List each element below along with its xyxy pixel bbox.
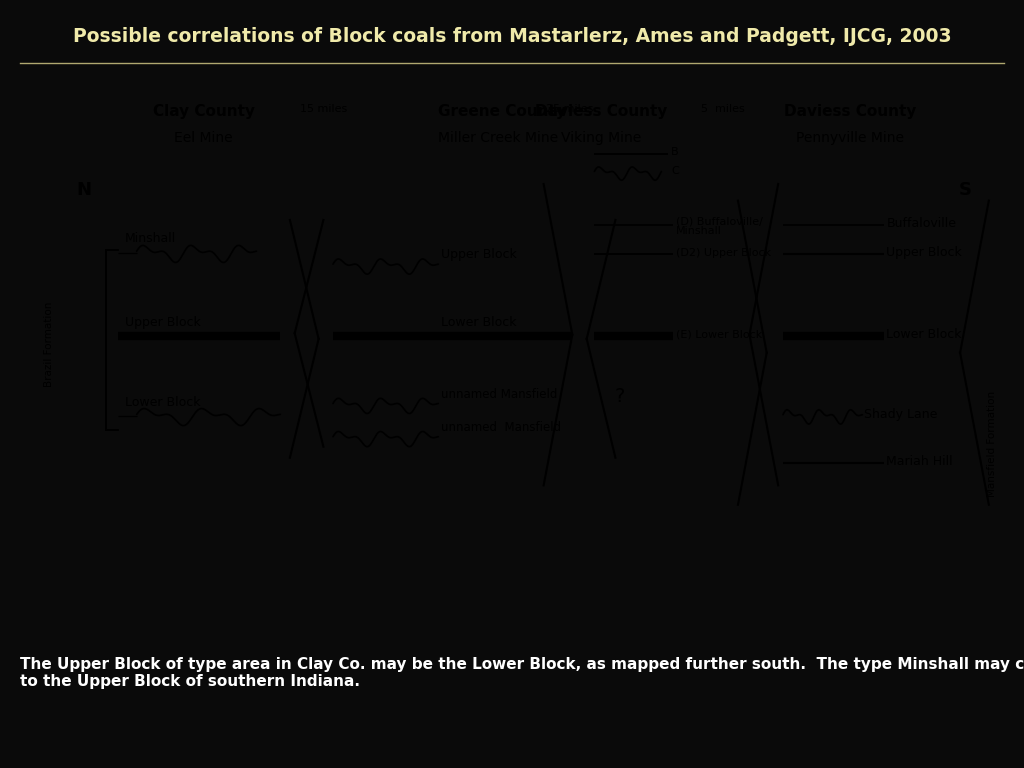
- Text: Minshall: Minshall: [125, 232, 176, 245]
- Text: Lower Block: Lower Block: [441, 316, 517, 329]
- Text: ?: ?: [615, 387, 626, 406]
- Text: unnamed  Mansfield: unnamed Mansfield: [441, 421, 561, 434]
- Text: Daviess County: Daviess County: [535, 104, 668, 119]
- Text: Daviess County: Daviess County: [783, 104, 916, 119]
- Text: Minshall: Minshall: [676, 226, 722, 236]
- Text: Lower Block: Lower Block: [887, 328, 962, 341]
- Text: (D) Buffaloville/: (D) Buffaloville/: [676, 217, 763, 227]
- Text: Lower Block: Lower Block: [125, 396, 201, 409]
- Text: (D2) Upper Block: (D2) Upper Block: [676, 247, 771, 257]
- Text: N: N: [77, 180, 91, 199]
- Text: Pennyville Mine: Pennyville Mine: [796, 131, 904, 145]
- Text: Upper Block: Upper Block: [441, 248, 517, 261]
- Text: 25 miles: 25 miles: [547, 104, 594, 114]
- Text: Upper Block: Upper Block: [125, 316, 201, 329]
- Text: C: C: [671, 167, 679, 177]
- Text: Eel Mine: Eel Mine: [174, 131, 233, 145]
- Text: Viking Mine: Viking Mine: [561, 131, 641, 145]
- Text: (E) Lower Block: (E) Lower Block: [676, 329, 762, 339]
- Text: unnamed Mansfield: unnamed Mansfield: [441, 388, 557, 401]
- Text: Upper Block: Upper Block: [887, 246, 963, 259]
- Text: 15 miles: 15 miles: [300, 104, 347, 114]
- Text: Clay County: Clay County: [153, 104, 255, 119]
- Text: S: S: [958, 180, 972, 199]
- Text: Mariah Hill: Mariah Hill: [887, 455, 953, 468]
- Text: Shady Lane: Shady Lane: [864, 408, 938, 421]
- Text: Possible correlations of Block coals from Mastarlerz, Ames and Padgett, IJCG, 20: Possible correlations of Block coals fro…: [73, 27, 951, 46]
- Text: Mansfield Formation: Mansfield Formation: [987, 391, 996, 497]
- Text: The Upper Block of type area in Clay Co. may be the Lower Block, as mapped furth: The Upper Block of type area in Clay Co.…: [20, 657, 1024, 689]
- Text: Greene County: Greene County: [438, 104, 566, 119]
- Text: B: B: [671, 147, 679, 157]
- Text: Miller Creek Mine: Miller Creek Mine: [438, 131, 558, 145]
- Text: Buffaloville: Buffaloville: [887, 217, 956, 230]
- Text: Brazil Formation: Brazil Formation: [44, 302, 53, 387]
- Text: 5  miles: 5 miles: [700, 104, 744, 114]
